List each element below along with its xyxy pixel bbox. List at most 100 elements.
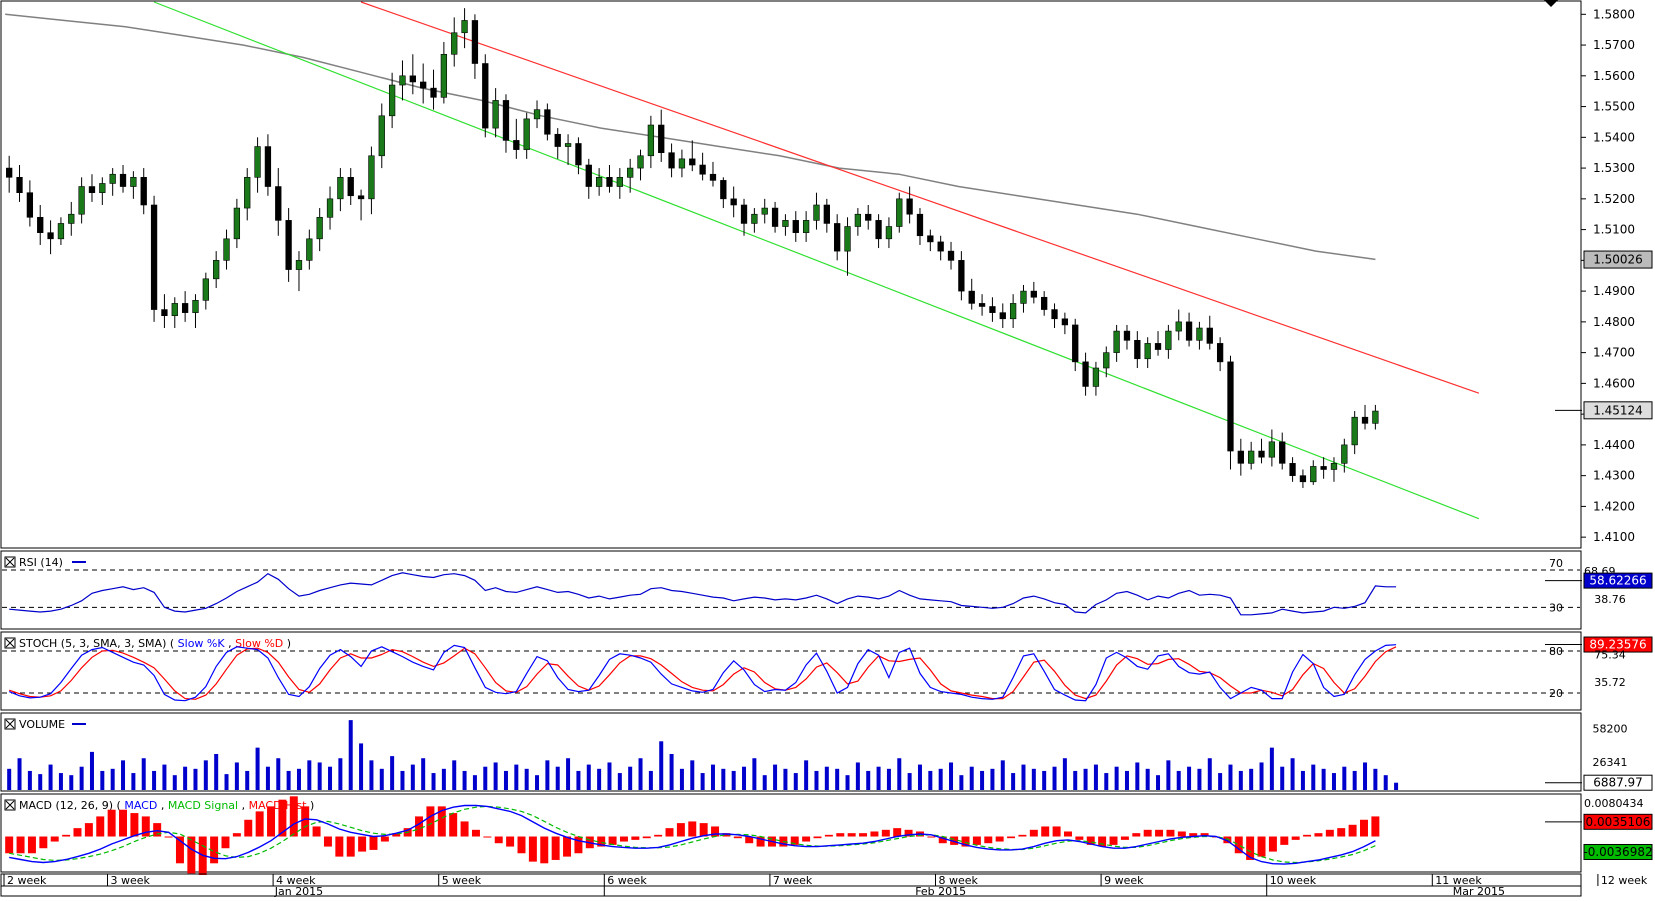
volume-bar — [503, 770, 508, 790]
candle — [1258, 438, 1265, 464]
macd-hist-bar — [392, 833, 401, 837]
volume-bar — [1021, 764, 1026, 790]
candle-body-down — [347, 177, 354, 197]
time-labels: 2 week 3 week 4 week 5 week 6 week 7 week 8 we… — [3, 874, 1648, 898]
candle — [492, 88, 499, 138]
candle — [616, 168, 623, 199]
candle — [140, 168, 147, 215]
candle — [295, 251, 303, 292]
macd-hist-bar — [995, 836, 1004, 842]
candle-body-up — [564, 143, 572, 147]
volume-bar — [214, 754, 219, 790]
macd-pane-frame — [0, 793, 1582, 873]
candle — [523, 112, 530, 159]
candle — [326, 186, 334, 230]
volume-close-icon[interactable] — [4, 718, 16, 730]
candle-body-up — [1103, 352, 1110, 369]
macd-hist-bar — [39, 836, 48, 849]
candle-body-down — [823, 204, 830, 224]
rsi-value-label: 58.62266 — [1589, 574, 1646, 588]
macd-hist-bar — [312, 826, 321, 837]
macd-hist-bar — [893, 828, 902, 837]
candle-body-down — [150, 204, 158, 310]
candle — [378, 103, 385, 169]
volume-bar — [1156, 775, 1161, 790]
macd-hist-bar — [1223, 836, 1232, 844]
candle — [627, 158, 634, 193]
candle-body-down — [1206, 327, 1213, 344]
volume-bar — [731, 770, 736, 790]
macd-hist-bar — [301, 806, 310, 837]
volume-bar — [472, 775, 477, 790]
candle — [813, 192, 820, 230]
candle — [1372, 404, 1379, 430]
candle — [958, 251, 965, 301]
candle — [1185, 312, 1193, 347]
macd-hist-bar — [289, 796, 298, 837]
rsi-level-70-label: 70 — [1549, 557, 1563, 570]
candle-body-up — [68, 213, 75, 224]
volume-bar — [814, 770, 819, 790]
macd-hist-bar — [50, 836, 59, 842]
candle — [1341, 438, 1348, 473]
stoch-close-icon[interactable] — [4, 637, 16, 649]
volume-bar — [866, 770, 871, 790]
candle-body-down — [88, 186, 96, 193]
week-label: 11 week — [1435, 874, 1482, 887]
rsi-close-icon[interactable] — [4, 556, 16, 568]
candle-body-down — [792, 220, 799, 233]
candle-body-down — [730, 198, 737, 206]
candle — [647, 115, 655, 169]
candle — [161, 294, 168, 329]
candle — [1082, 352, 1089, 396]
candle — [244, 168, 251, 221]
candle — [1248, 441, 1255, 470]
macd-hist-bar — [1371, 816, 1380, 837]
candle-body-down — [865, 213, 872, 221]
volume-bar — [172, 775, 177, 790]
macd-hist-bar — [1280, 836, 1289, 845]
candle — [595, 168, 603, 196]
macd-close-icon[interactable] — [4, 799, 16, 811]
macd-hist-bar — [927, 836, 936, 838]
candle — [916, 208, 924, 245]
price-tick-label: 1.4300 — [1593, 469, 1635, 483]
time-axis: 2 week 3 week 4 week 5 week 6 week 7 week 8 we… — [0, 873, 1648, 898]
volume-bar — [524, 768, 529, 790]
candle — [109, 168, 116, 196]
candle — [637, 149, 644, 181]
candle-body-up — [368, 155, 375, 200]
macd-hist-bar — [972, 836, 981, 845]
macd-hist-bar — [1041, 826, 1050, 837]
stoch-pane: STOCH (5, 3, SMA, 3, SMA) ( Slow %K , Sl… — [0, 631, 1653, 711]
candle-body-down — [1030, 290, 1037, 298]
macd-hist-bar — [984, 836, 993, 844]
candle — [585, 158, 592, 199]
candle — [430, 69, 437, 110]
candle-body-up — [1341, 444, 1348, 464]
week-label: 2 week — [7, 874, 47, 887]
candle-body-down — [1320, 466, 1327, 470]
candle — [1123, 324, 1131, 350]
week-label: 8 week — [939, 874, 979, 887]
volume-bar — [576, 770, 581, 790]
candle-body-up — [1330, 463, 1338, 470]
candle-body-down — [958, 260, 965, 292]
candle — [699, 152, 706, 181]
volume-bar — [1259, 762, 1264, 790]
candle-body-up — [595, 177, 603, 187]
candle-body-up — [130, 177, 137, 187]
candle — [564, 134, 572, 166]
macd-hist-bar — [107, 809, 116, 837]
scroll-marker-icon[interactable] — [1544, 0, 1558, 7]
candle — [896, 192, 903, 233]
macd-hist-bar — [483, 836, 492, 838]
macd-hist-bar — [1257, 836, 1266, 857]
candle-body-up — [233, 207, 241, 240]
volume-bar — [452, 760, 457, 790]
stoch-k-legend: Slow %K — [178, 637, 226, 650]
candle — [285, 208, 292, 282]
candle-body-down — [119, 173, 127, 187]
